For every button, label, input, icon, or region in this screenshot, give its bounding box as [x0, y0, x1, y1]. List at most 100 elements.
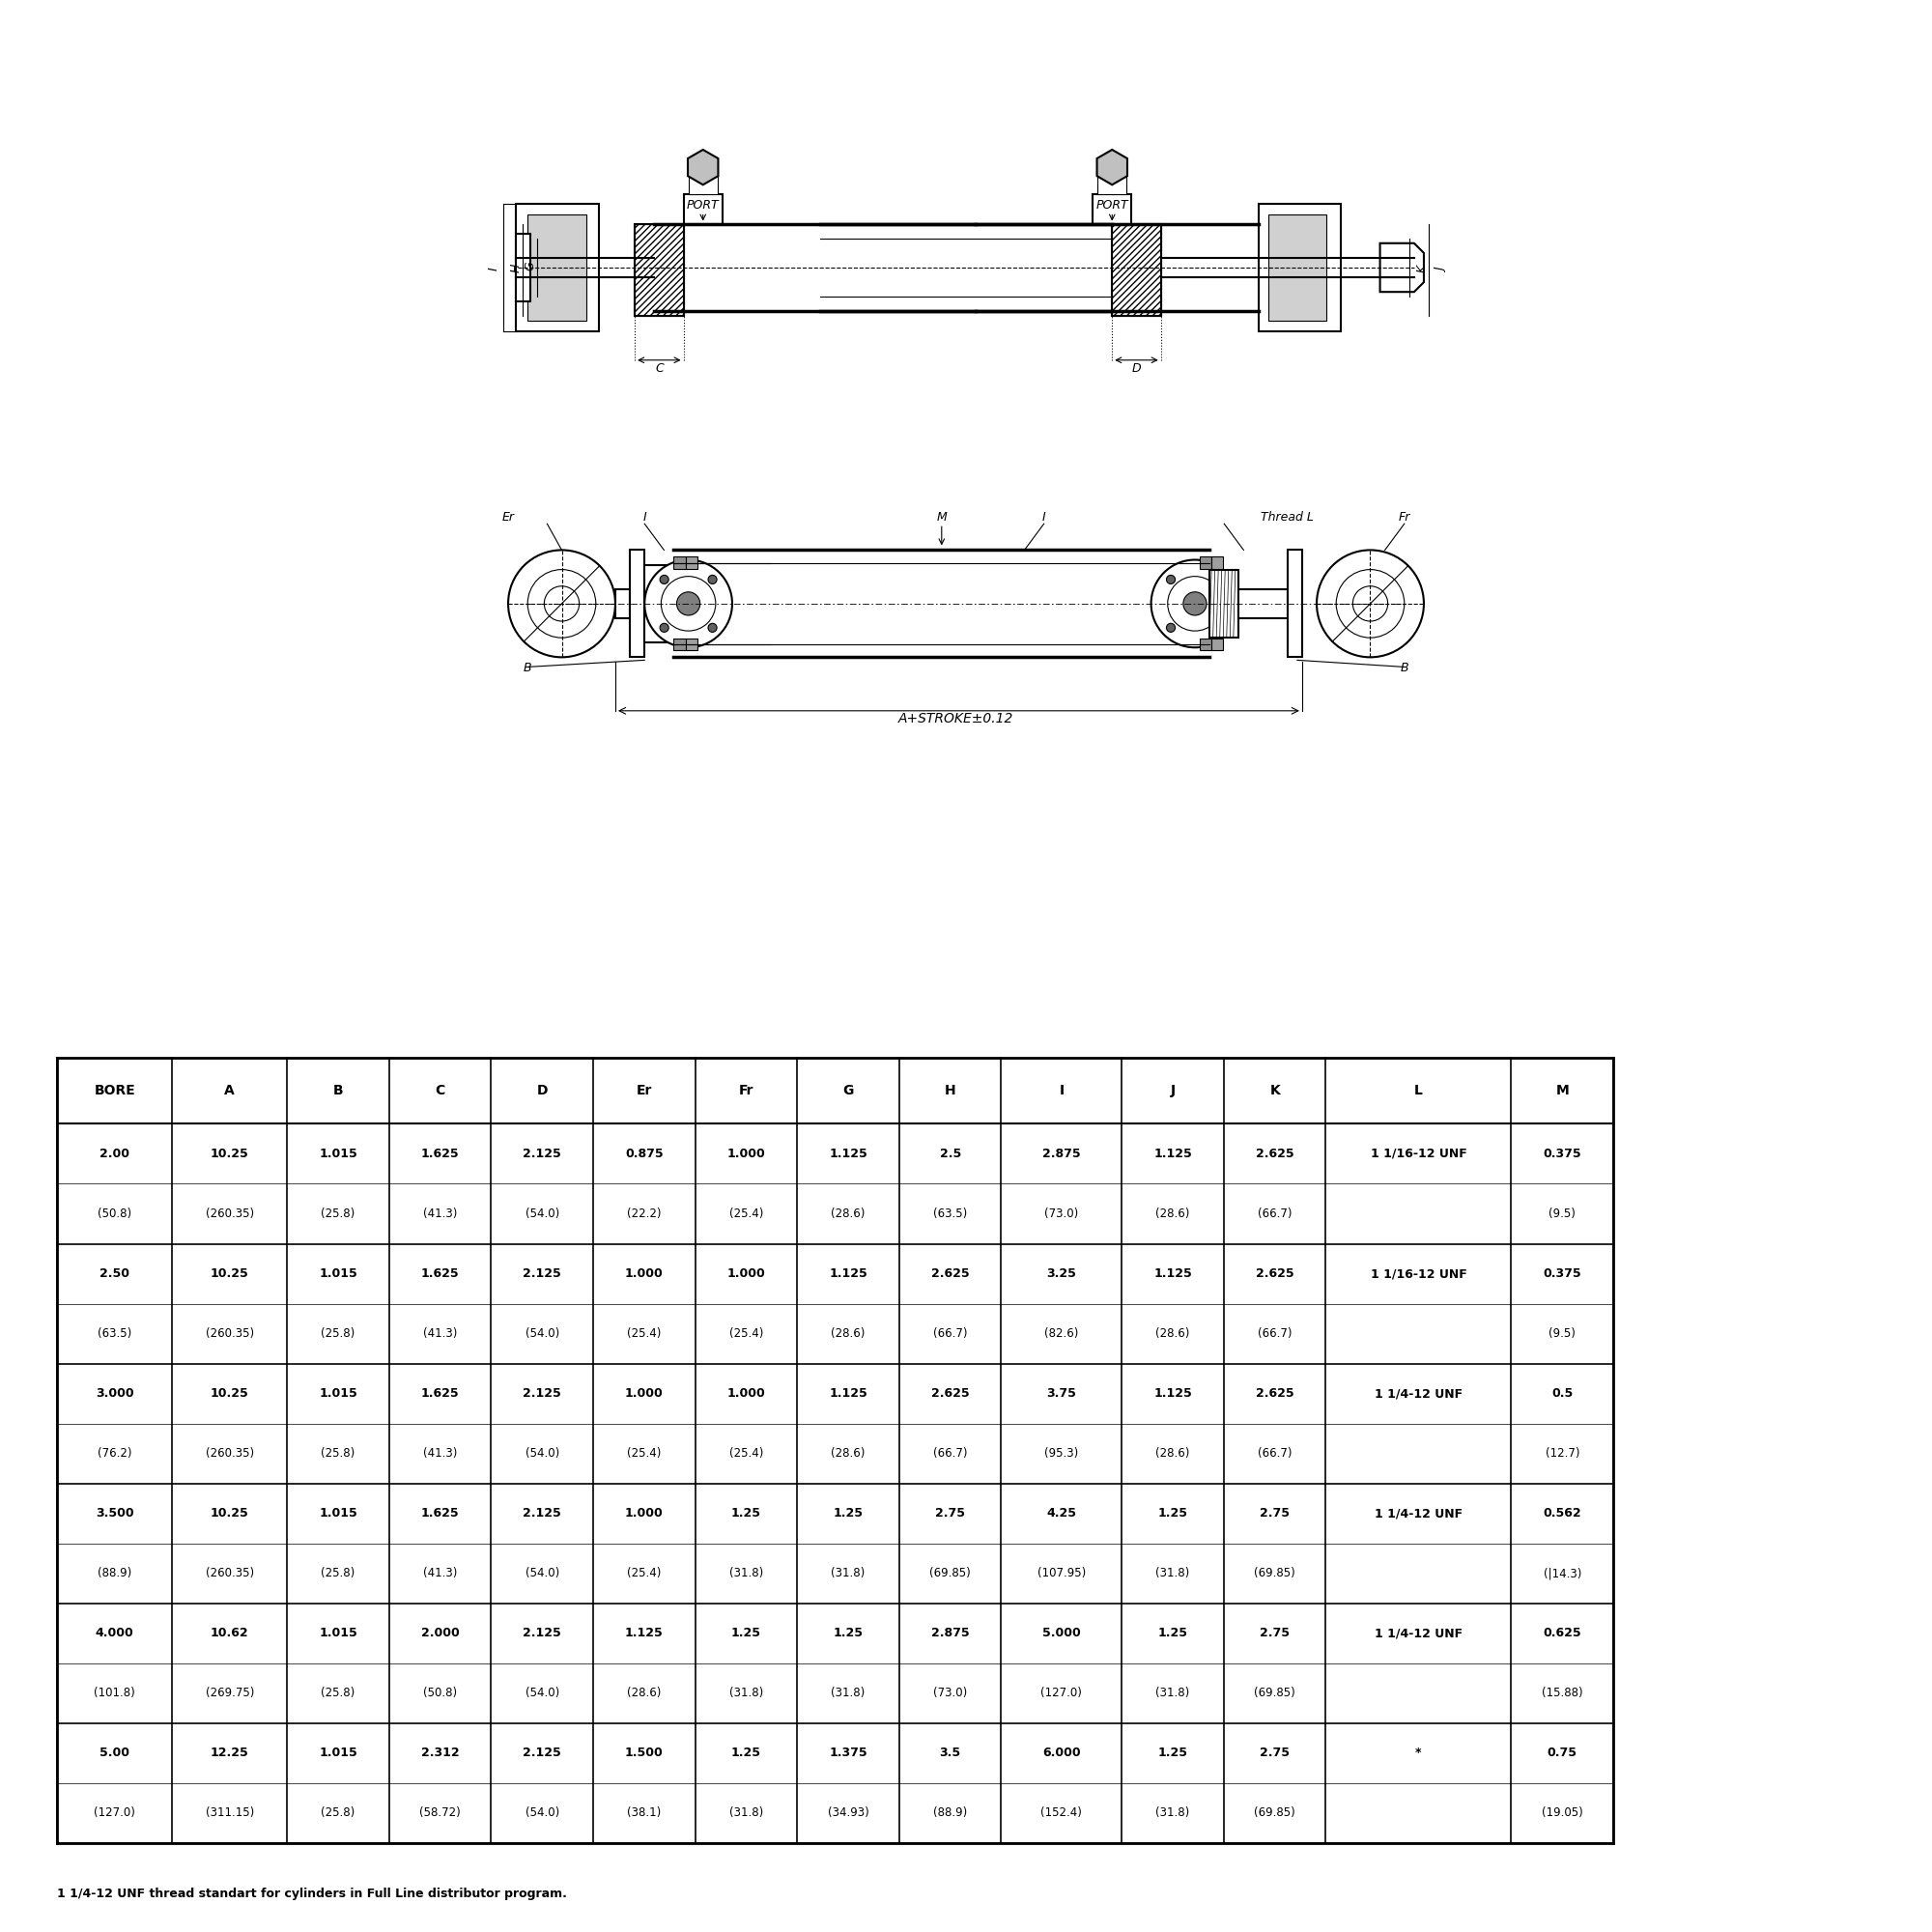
Bar — [1258, 205, 1341, 330]
Text: (127.0): (127.0) — [1041, 1687, 1082, 1700]
Bar — [686, 556, 697, 568]
Text: 2.625: 2.625 — [1256, 1267, 1294, 1281]
Text: 3.25: 3.25 — [1047, 1267, 1076, 1281]
Text: 0.375: 0.375 — [1544, 1267, 1582, 1281]
Bar — [614, 589, 630, 618]
Text: Fr: Fr — [1399, 512, 1410, 524]
Text: Thread L: Thread L — [1262, 512, 1314, 524]
Text: 1.625: 1.625 — [421, 1267, 460, 1281]
Bar — [686, 639, 697, 651]
Text: (28.6): (28.6) — [831, 1327, 866, 1341]
Text: (260.35): (260.35) — [205, 1327, 253, 1341]
Text: C: C — [435, 1084, 444, 1097]
Text: (69.85): (69.85) — [1254, 1806, 1296, 1820]
Text: M: M — [937, 512, 947, 524]
Text: 2.125: 2.125 — [524, 1507, 562, 1520]
Text: 2.125: 2.125 — [524, 1387, 562, 1401]
Text: 1.015: 1.015 — [319, 1747, 357, 1760]
Text: (25.4): (25.4) — [728, 1447, 763, 1461]
Text: (58.72): (58.72) — [419, 1806, 462, 1820]
Text: 0.5: 0.5 — [1551, 1387, 1573, 1401]
Text: 1.015: 1.015 — [319, 1507, 357, 1520]
Text: 4.25: 4.25 — [1047, 1507, 1076, 1520]
Text: (88.9): (88.9) — [99, 1567, 131, 1580]
Text: (260.35): (260.35) — [205, 1567, 253, 1580]
Text: 2.50: 2.50 — [100, 1267, 129, 1281]
Text: (95.3): (95.3) — [1045, 1447, 1078, 1461]
Text: (25.8): (25.8) — [321, 1687, 355, 1700]
Text: (54.0): (54.0) — [526, 1806, 558, 1820]
Circle shape — [1182, 591, 1208, 614]
Text: 10.25: 10.25 — [211, 1267, 249, 1281]
Text: (54.0): (54.0) — [526, 1447, 558, 1461]
Text: (28.6): (28.6) — [1155, 1208, 1190, 1219]
Text: 1.015: 1.015 — [319, 1387, 357, 1401]
Text: 5.00: 5.00 — [100, 1747, 129, 1760]
Bar — [1211, 556, 1223, 568]
Text: 1 1/16-12 UNF: 1 1/16-12 UNF — [1370, 1148, 1466, 1159]
Bar — [630, 551, 645, 657]
Text: M: M — [1555, 1084, 1569, 1097]
Text: (76.2): (76.2) — [97, 1447, 131, 1461]
Text: B: B — [524, 663, 531, 674]
Text: 5.000: 5.000 — [1043, 1627, 1080, 1640]
Bar — [1267, 214, 1327, 321]
Text: L: L — [1414, 1084, 1422, 1097]
Text: (63.5): (63.5) — [933, 1208, 968, 1219]
Bar — [645, 564, 674, 643]
Bar — [1287, 551, 1302, 657]
Text: 2.625: 2.625 — [931, 1387, 970, 1401]
Circle shape — [709, 624, 717, 632]
Text: 2.625: 2.625 — [1256, 1148, 1294, 1159]
Text: 1 1/4-12 UNF thread standart for cylinders in Full Line distributor program.: 1 1/4-12 UNF thread standart for cylinde… — [58, 1888, 568, 1899]
Text: D: D — [1132, 361, 1142, 375]
Text: (9.5): (9.5) — [1549, 1327, 1577, 1341]
Text: H: H — [945, 1084, 956, 1097]
Text: 10.25: 10.25 — [211, 1507, 249, 1520]
Bar — [527, 214, 585, 321]
Text: (66.7): (66.7) — [1258, 1208, 1293, 1219]
Text: H: H — [510, 265, 522, 272]
Text: 2.125: 2.125 — [524, 1627, 562, 1640]
Text: 1.125: 1.125 — [829, 1148, 867, 1159]
Text: (28.6): (28.6) — [831, 1208, 866, 1219]
Text: I: I — [1041, 512, 1045, 524]
Bar — [636, 224, 684, 317]
Text: (69.85): (69.85) — [1254, 1687, 1296, 1700]
Text: (31.8): (31.8) — [1155, 1806, 1190, 1820]
Text: 1.625: 1.625 — [421, 1148, 460, 1159]
Text: (31.8): (31.8) — [831, 1567, 866, 1580]
Text: (19.05): (19.05) — [1542, 1806, 1582, 1820]
Text: 1.25: 1.25 — [730, 1507, 761, 1520]
Text: 2.75: 2.75 — [1260, 1747, 1291, 1760]
Text: 1.000: 1.000 — [626, 1387, 663, 1401]
Circle shape — [1215, 624, 1223, 632]
Text: 2.875: 2.875 — [931, 1627, 970, 1640]
Text: 1.015: 1.015 — [319, 1267, 357, 1281]
Text: 2.5: 2.5 — [939, 1148, 960, 1159]
Text: (41.3): (41.3) — [423, 1208, 458, 1219]
Circle shape — [508, 551, 614, 657]
Text: (25.8): (25.8) — [321, 1327, 355, 1341]
Text: 6.000: 6.000 — [1043, 1747, 1080, 1760]
Text: (28.6): (28.6) — [1155, 1327, 1190, 1341]
Text: (28.6): (28.6) — [1155, 1447, 1190, 1461]
Text: Er: Er — [502, 512, 514, 524]
Circle shape — [1262, 591, 1285, 614]
Text: I: I — [1059, 1084, 1065, 1097]
Text: C: C — [655, 361, 663, 375]
Text: 2.875: 2.875 — [1043, 1148, 1080, 1159]
Text: *: * — [1416, 1747, 1422, 1760]
Text: (25.4): (25.4) — [628, 1567, 661, 1580]
Text: 1.125: 1.125 — [829, 1267, 867, 1281]
Text: 2.312: 2.312 — [421, 1747, 460, 1760]
Text: 2.625: 2.625 — [931, 1267, 970, 1281]
Text: (34.93): (34.93) — [827, 1806, 869, 1820]
Text: (31.8): (31.8) — [728, 1567, 763, 1580]
Circle shape — [1151, 560, 1238, 647]
Text: 0.625: 0.625 — [1544, 1627, 1582, 1640]
Text: 2.000: 2.000 — [421, 1627, 460, 1640]
Bar — [674, 556, 686, 568]
Text: (50.8): (50.8) — [99, 1208, 131, 1219]
Text: (31.8): (31.8) — [1155, 1687, 1190, 1700]
